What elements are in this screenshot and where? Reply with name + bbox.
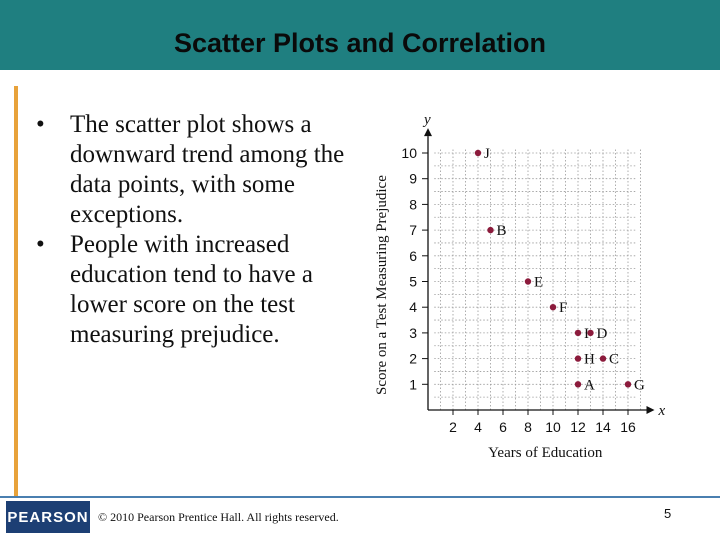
y-axis-arrow [424,128,432,137]
y-tick-label: 9 [409,171,417,187]
accent-bar [14,86,18,496]
data-point [574,381,582,388]
data-point [574,329,582,337]
x-tick-label: 14 [595,419,611,435]
chart-points: J B EF I DH CA G [474,146,645,393]
data-point-label: G [634,377,645,393]
data-point [487,226,494,234]
footer-bar [0,496,720,542]
data-point [574,355,582,362]
title-divider [0,71,720,74]
y-tick-label: 7 [409,222,417,238]
x-axis-label: Years of Education [488,445,603,460]
x-tick-label: 2 [449,419,457,435]
x-tick-label: 10 [545,419,561,435]
data-point [549,304,557,311]
y-tick-label: 2 [409,351,417,367]
data-point [474,149,482,157]
copyright-text: © 2010 Pearson Prentice Hall. All rights… [98,510,339,524]
data-point-label: A [584,377,595,393]
data-point [524,278,532,285]
data-point-label: C [609,352,619,368]
x-tick-label: 8 [524,419,532,435]
data-point [599,355,607,362]
data-point-label: I [584,326,589,342]
data-point-label: J [484,146,490,162]
y-tick-label: 1 [409,376,417,392]
chart-grid [434,147,641,410]
title-bar [0,0,720,70]
x-tick-label: 4 [474,419,482,435]
x-axis-variable: x [658,403,666,419]
y-tick-label: 6 [409,248,417,264]
y-tick-label: 8 [409,196,417,212]
y-tick-label: 10 [401,145,417,161]
data-point [624,381,632,388]
page-number: 5 [664,506,672,521]
data-point-label: F [559,300,567,316]
bullet-item: The scatter plot shows a downward trend … [30,110,360,230]
bullet-list: The scatter plot shows a downward trend … [30,110,360,350]
y-tick-label: 5 [409,274,417,290]
data-point-label: B [497,223,507,239]
x-tick-label: 16 [620,419,636,435]
x-axis-arrow [646,406,655,414]
chart-axes [424,128,655,414]
data-point-label: E [534,275,543,291]
slide-title: Scatter Plots and Correlation [173,28,547,58]
bullet-item: People with increased education tend to … [30,230,360,350]
pearson-logo: PEARSON [6,501,90,533]
data-point-label: H [584,352,595,368]
x-tick-label: 6 [499,419,507,435]
y-tick-label: 3 [409,325,417,341]
y-axis-label: Score on a Test Measuring Prejudice [374,175,390,395]
data-point-label: D [597,326,608,342]
data-point [587,329,594,337]
y-tick-label: 4 [409,299,417,315]
x-tick-label: 12 [570,419,586,435]
y-axis-variable: y [422,112,431,128]
